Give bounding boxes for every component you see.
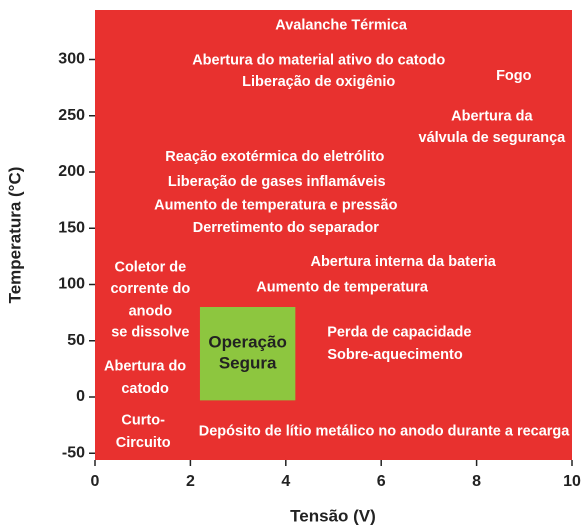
plot-background xyxy=(95,10,572,460)
y-tick-label: 300 xyxy=(58,51,85,68)
y-tick-label: 200 xyxy=(58,163,85,180)
annotation: catodo xyxy=(121,381,169,397)
annotation: Aumento de temperatura e pressão xyxy=(154,198,397,214)
x-tick-label: 4 xyxy=(281,473,290,490)
y-tick-label: -50 xyxy=(62,444,85,461)
annotation: Curto- xyxy=(121,412,165,428)
annotation: Derretimento do separador xyxy=(193,220,379,236)
x-tick-label: 6 xyxy=(377,473,386,490)
annotation: Abertura interna da bateria xyxy=(310,254,496,270)
annotation: Sobre-aquecimento xyxy=(327,347,462,363)
annotation: Fogo xyxy=(496,68,532,84)
annotation: válvula de segurança xyxy=(419,130,567,146)
annotation: Depósito de lítio metálico no anodo dura… xyxy=(199,424,571,440)
annotation: Liberação de oxigênio xyxy=(242,74,395,90)
x-tick-label: 0 xyxy=(91,473,100,490)
y-tick-label: 0 xyxy=(76,388,85,405)
y-axis-label: Temperatura (°C) xyxy=(5,167,24,304)
annotation: Perda de capacidade xyxy=(327,325,471,341)
annotation: Aumento de temperatura xyxy=(256,280,429,296)
annotation: se dissolve xyxy=(111,325,189,341)
annotation: Reação exotérmica do eletrólito xyxy=(165,149,384,165)
annotation: Liberação de gases inflamáveis xyxy=(168,174,386,190)
annotation: Abertura da xyxy=(451,109,533,125)
x-tick-label: 10 xyxy=(563,473,581,490)
region-label: Segura xyxy=(219,354,277,373)
annotation: Abertura do xyxy=(104,358,186,374)
annotation: corrente do xyxy=(110,281,190,297)
y-tick-label: 250 xyxy=(58,107,85,124)
annotation: Circuito xyxy=(116,435,171,451)
x-axis-label: Tensão (V) xyxy=(290,506,376,525)
region-label: Operação xyxy=(208,333,286,352)
y-tick-label: 50 xyxy=(67,332,85,349)
annotation: Avalanche Térmica xyxy=(275,18,408,34)
y-tick-label: 150 xyxy=(58,219,85,236)
y-tick-label: 100 xyxy=(58,276,85,293)
x-tick-label: 8 xyxy=(472,473,481,490)
safe-region xyxy=(199,307,296,401)
annotation: anodo xyxy=(129,303,173,319)
annotation: Coletor de xyxy=(114,259,186,275)
annotation: Abertura do material ativo do catodo xyxy=(192,52,445,68)
x-tick-label: 2 xyxy=(186,473,195,490)
